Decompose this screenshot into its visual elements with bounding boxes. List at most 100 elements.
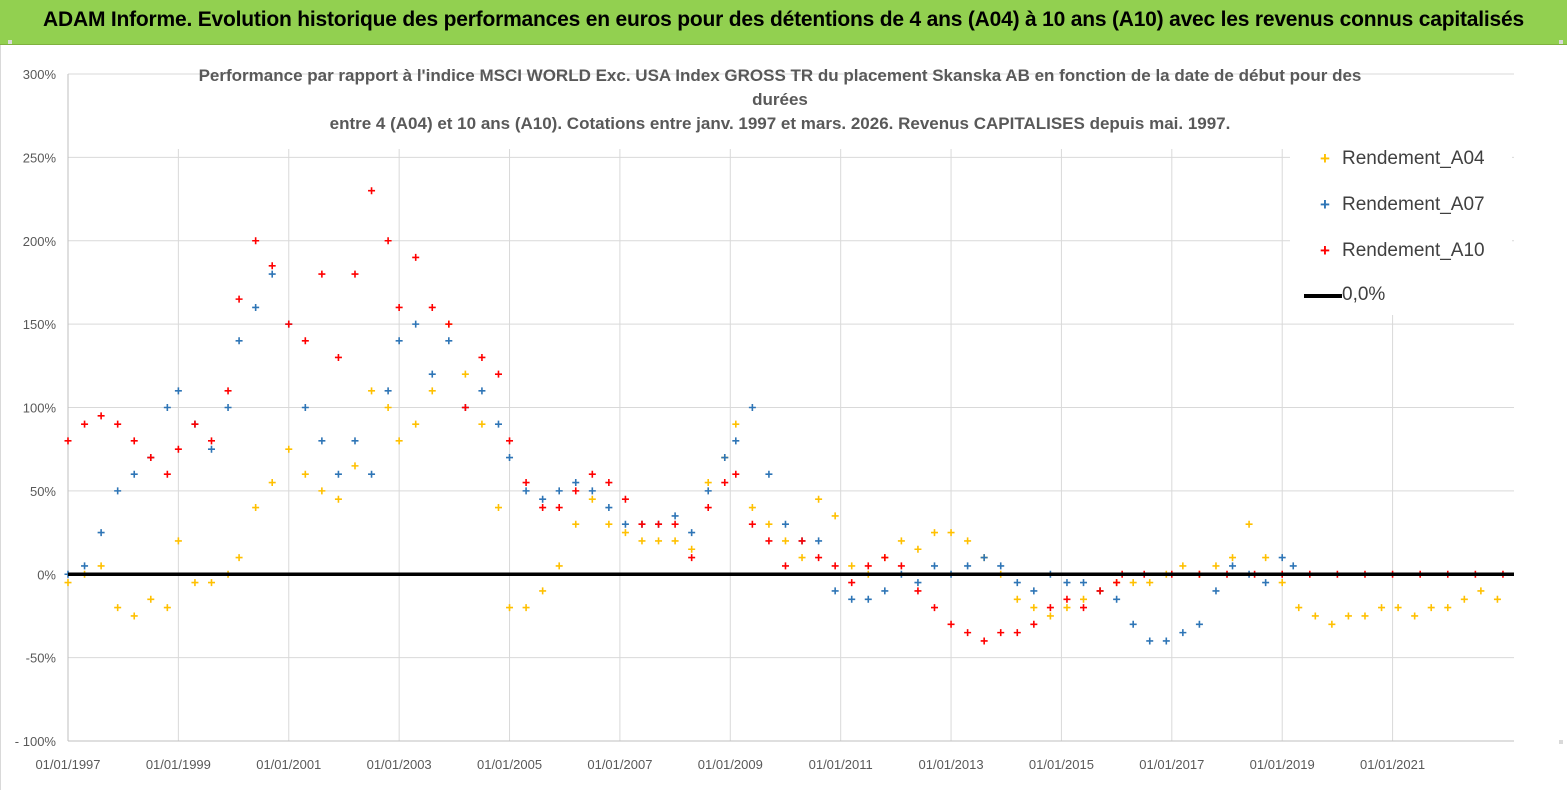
- data-point: [64, 579, 72, 587]
- data-point: [494, 504, 502, 512]
- data-point: [572, 487, 580, 495]
- data-point: [781, 562, 789, 570]
- data-point: [461, 370, 469, 378]
- data-point: [81, 562, 89, 570]
- data-point: [97, 412, 105, 420]
- report-title: ADAM Informe. Evolution historique des p…: [43, 8, 1524, 31]
- y-tick-label: 100%: [23, 401, 57, 416]
- data-point: [980, 637, 988, 645]
- data-point: [555, 487, 563, 495]
- data-point: [147, 454, 155, 462]
- data-point: [252, 237, 260, 245]
- data-point: [207, 445, 215, 453]
- data-point: [588, 470, 596, 478]
- data-point: [748, 520, 756, 528]
- data-point: [539, 587, 547, 595]
- data-point: [1080, 595, 1088, 603]
- data-point: [461, 404, 469, 411]
- data-point: [428, 370, 436, 378]
- data-point: [914, 545, 922, 553]
- plus-marker-icon: +: [1320, 241, 1330, 260]
- data-point: [815, 554, 823, 562]
- data-point: [268, 479, 276, 487]
- data-point: [384, 237, 392, 245]
- x-tick-label: 01/01/1999: [146, 757, 211, 772]
- data-point: [1229, 554, 1237, 562]
- data-point: [605, 479, 613, 487]
- data-point: [930, 529, 938, 537]
- data-point: [522, 604, 530, 612]
- plus-marker-icon: +: [1320, 149, 1330, 168]
- data-point: [914, 579, 922, 587]
- data-point: [1096, 587, 1104, 595]
- data-point: [1063, 579, 1071, 587]
- data-series: [64, 187, 1507, 645]
- x-tick-label: 01/01/2017: [1139, 757, 1204, 772]
- data-point: [1427, 604, 1435, 612]
- data-point: [1278, 579, 1286, 587]
- data-point: [881, 554, 889, 562]
- data-point: [732, 437, 740, 445]
- data-point: [318, 487, 326, 495]
- data-point: [781, 537, 789, 545]
- data-point: [655, 537, 663, 545]
- data-point: [1212, 562, 1220, 570]
- data-point: [1262, 579, 1270, 587]
- data-point: [235, 554, 243, 562]
- chart-title-line: durées: [752, 90, 808, 109]
- data-point: [721, 479, 729, 487]
- data-point: [163, 604, 171, 612]
- data-point: [1030, 620, 1038, 628]
- data-point: [1146, 637, 1154, 645]
- series-Rendement_A10: [64, 187, 1507, 645]
- data-point: [368, 470, 376, 478]
- data-point: [114, 420, 122, 428]
- y-tick-label: 150%: [23, 317, 57, 332]
- data-point: [268, 270, 276, 278]
- y-tick-label: 0%: [37, 567, 56, 582]
- series-Rendement_A07: [64, 270, 1297, 645]
- data-point: [1278, 554, 1286, 562]
- data-point: [765, 470, 773, 478]
- data-point: [621, 495, 629, 503]
- data-point: [1460, 595, 1468, 603]
- data-point: [1030, 587, 1038, 595]
- data-point: [688, 545, 696, 553]
- data-point: [412, 320, 420, 328]
- data-point: [1080, 604, 1088, 612]
- data-point: [1179, 629, 1187, 637]
- data-point: [848, 562, 856, 570]
- chart-corner-handle: [1559, 740, 1563, 744]
- data-point: [815, 537, 823, 545]
- data-point: [114, 604, 122, 612]
- data-point: [638, 520, 646, 528]
- x-tick-label: 01/01/2021: [1360, 757, 1425, 772]
- data-point: [621, 529, 629, 537]
- data-point: [301, 470, 309, 478]
- data-point: [930, 604, 938, 612]
- data-point: [384, 387, 392, 395]
- data-point: [671, 537, 679, 545]
- report-banner: ADAM Informe. Evolution historique des p…: [0, 0, 1567, 45]
- data-point: [130, 612, 138, 620]
- data-point: [1493, 595, 1501, 603]
- data-point: [1046, 604, 1054, 612]
- data-point: [1013, 579, 1021, 587]
- data-point: [1113, 595, 1121, 603]
- data-point: [848, 595, 856, 603]
- data-point: [174, 537, 182, 545]
- data-point: [191, 420, 199, 428]
- data-point: [1328, 620, 1336, 628]
- data-point: [395, 437, 403, 445]
- chart-area: [0, 45, 1567, 790]
- data-point: [384, 404, 392, 411]
- legend-label: Rendement_A07: [1342, 194, 1485, 215]
- data-point: [368, 387, 376, 395]
- x-tick-label: 01/01/2003: [367, 757, 432, 772]
- data-point: [174, 387, 182, 395]
- data-point: [428, 387, 436, 395]
- data-point: [445, 337, 453, 345]
- x-tick-label: 01/01/2011: [809, 757, 873, 772]
- chart-corner-handle: [8, 40, 12, 44]
- data-point: [638, 537, 646, 545]
